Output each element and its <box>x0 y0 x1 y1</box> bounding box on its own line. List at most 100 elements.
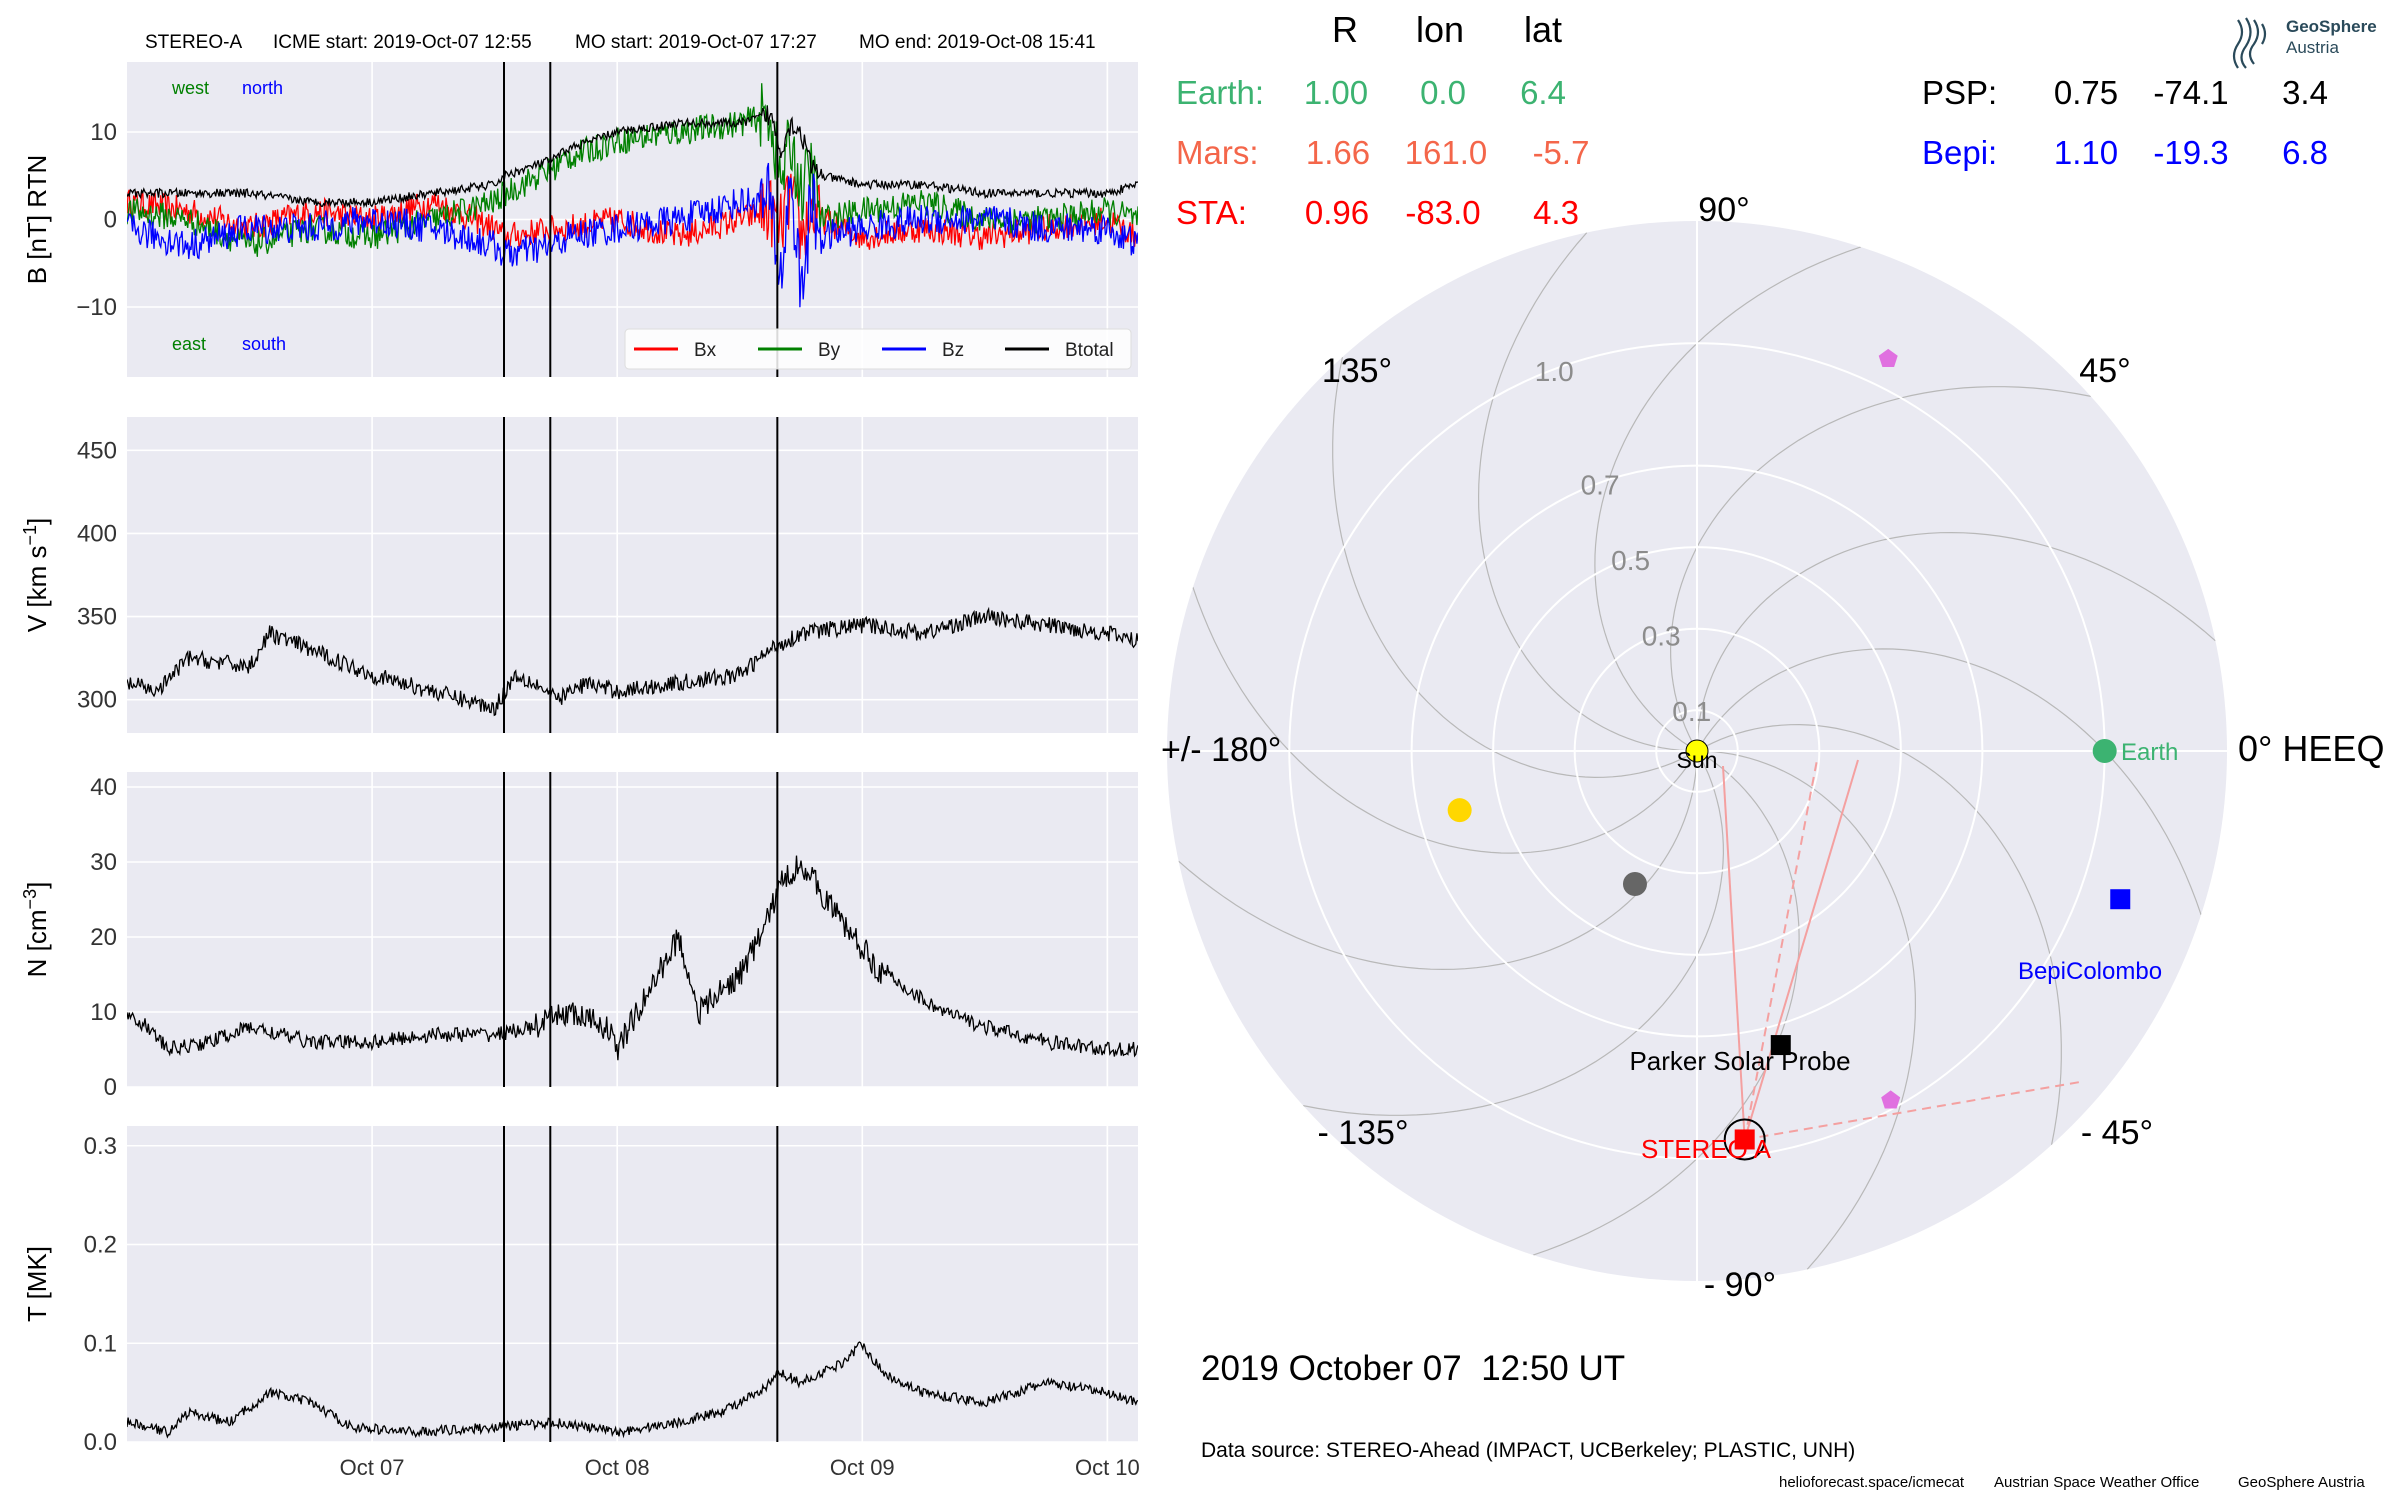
header-lon: lon <box>1416 9 1464 50</box>
sun-label: Sun <box>1677 747 1718 773</box>
fov-line <box>1743 759 1818 1140</box>
earth-label: Earth <box>2121 739 2178 766</box>
panel-background <box>127 417 1138 733</box>
header-r: R <box>1332 9 1358 50</box>
series-n-line <box>127 855 1138 1061</box>
south-label: south <box>242 334 286 354</box>
spiral-line <box>1332 356 1698 779</box>
r-tick-label: 0.7 <box>1581 469 1620 500</box>
unlabeled-marker <box>1622 872 1647 897</box>
east-label: east <box>172 334 206 354</box>
header-lat: lat <box>1524 9 1562 50</box>
psp-row-r: 0.75 <box>2054 74 2118 111</box>
positions-table: R lon lat Earth: 1.00 0.0 6.4 Mars: 1.66… <box>1176 9 2328 231</box>
bepicolombo-marker <box>2110 889 2131 910</box>
y-tick-label: 400 <box>77 520 117 547</box>
x-tick-label: Oct 07 <box>340 1455 405 1480</box>
sta-highlight-ring <box>1723 1118 1766 1161</box>
angle-label: - 135° <box>1317 1114 1408 1152</box>
y-axis-label: B [nT] RTN <box>22 155 52 285</box>
spacecraft-title: STEREO-A <box>145 32 242 53</box>
y-tick-label: 20 <box>90 924 117 951</box>
mars-row-name: Mars: <box>1176 134 1259 171</box>
y-tick-label: 0.1 <box>84 1330 117 1357</box>
y-tick-label: 10 <box>90 999 117 1026</box>
series-btotal-line <box>127 105 1138 209</box>
time-series-panels: 10 0 −10 B [nT] RTN west north east south Bx By Bz… <box>20 62 1140 1480</box>
panel-speed: 450 400 350 300 V [km s−1] <box>20 417 1138 733</box>
wave-logo-icon <box>2232 17 2267 69</box>
earth-row-r: 1.00 <box>1304 74 1368 111</box>
west-label: west <box>171 78 209 98</box>
spiral-line <box>1302 750 1725 1116</box>
footer-url: helioforecast.space/icmecat <box>1779 1474 1965 1491</box>
earth-marker <box>2092 739 2117 763</box>
mo-end-label: MO end: 2019-Oct-08 15:41 <box>859 32 1096 53</box>
polar-position-plot: 0.1 0.3 0.5 0.7 1.0 0° HEEQ 45° 90° 135° +/- 180°… <box>1161 191 2384 1304</box>
earth-row-name: Earth: <box>1176 74 1264 111</box>
parker-spirals <box>1178 232 2216 1270</box>
stereo-a-marker <box>1734 1129 1755 1150</box>
earth-row-lat: 6.4 <box>1520 74 1566 111</box>
bepicolombo-label: BepiColombo <box>2018 958 2162 985</box>
mars-row-lon: 161.0 <box>1405 134 1488 171</box>
panel-density: 40 30 20 10 0 N [cm−3] <box>20 772 1138 1101</box>
legend-box <box>624 328 1132 370</box>
parker-solar-probe-marker <box>1770 1035 1791 1056</box>
sta-row-name: STA: <box>1176 194 1247 231</box>
angle-label: 0° HEEQ <box>2238 728 2384 769</box>
y-tick-label: 450 <box>77 437 117 464</box>
y-axis-label: T [MK] <box>22 1246 52 1322</box>
panel-background <box>127 1126 1138 1442</box>
spiral-line <box>1533 750 1800 1256</box>
earth-row-lon: 0.0 <box>1420 74 1466 111</box>
psp-row-name: PSP: <box>1922 74 1997 111</box>
geosphere-logo: GeoSphere Austria <box>2232 17 2377 69</box>
psp-row-lon: -74.1 <box>2153 74 2228 111</box>
y-axis-label: N [cm−3] <box>20 882 52 978</box>
spiral-line <box>1696 750 1917 1270</box>
legend-label-bx: Bx <box>694 340 717 361</box>
logo-name: GeoSphere <box>2286 17 2377 36</box>
sta-row-r: 0.96 <box>1305 194 1369 231</box>
r-tick-label: 0.1 <box>1672 696 1711 727</box>
y-tick-label: 30 <box>90 849 117 876</box>
angle-label: - 45° <box>2081 1114 2153 1152</box>
series-v-line <box>127 606 1138 717</box>
mars-row-r: 1.66 <box>1306 134 1370 171</box>
y-tick-label: 0.2 <box>84 1232 117 1259</box>
spiral-line <box>1696 723 2062 1146</box>
legend: Bx By Bz Btotal <box>624 328 1132 370</box>
angle-label: +/- 180° <box>1161 731 1281 769</box>
stereo-a-label: STEREO A <box>1641 1134 1772 1164</box>
x-tick-label: Oct 10 <box>1075 1455 1140 1480</box>
series-group <box>127 83 1138 308</box>
y-axis-label: V [km s−1] <box>20 518 52 632</box>
unlabeled-marker <box>1447 798 1472 823</box>
bepi-row-lat: 6.8 <box>2282 134 2328 171</box>
series-bx-line <box>127 173 1138 260</box>
r-tick-label: 0.3 <box>1642 621 1681 652</box>
y-tick-label: 350 <box>77 604 117 631</box>
y-tick-label: 0 <box>104 207 117 234</box>
mo-start-label: MO start: 2019-Oct-07 17:27 <box>575 32 817 53</box>
date-label: 2019 October 07 12:50 UT <box>1201 1349 1625 1388</box>
r-tick-label: 0.5 <box>1611 545 1650 576</box>
data-source-label: Data source: STEREO-Ahead (IMPACT, UCBer… <box>1201 1439 1855 1462</box>
fov-line <box>1744 1081 2081 1141</box>
legend-label-btotal: Btotal <box>1065 340 1114 361</box>
legend-label-bz: Bz <box>942 340 964 361</box>
fov-line <box>1722 765 1746 1140</box>
spiral-line <box>1594 246 1861 752</box>
series-group <box>127 606 1138 717</box>
spiral-line <box>1696 648 2202 915</box>
sta-fov-lines <box>1722 759 2081 1141</box>
panel-temperature: 0.3 0.2 0.1 0.0 T [MK] Oct 07 Oct 08 Oct 09 Oct … <box>22 1126 1140 1480</box>
series-t-line <box>127 1341 1138 1439</box>
footer-office: Austrian Space Weather Office <box>1994 1474 2199 1491</box>
x-tick-label: Oct 08 <box>585 1455 650 1480</box>
footer-org: GeoSphere Austria <box>2238 1474 2365 1491</box>
y-tick-label: 0 <box>104 1074 117 1101</box>
bepi-row-lon: -19.3 <box>2153 134 2228 171</box>
